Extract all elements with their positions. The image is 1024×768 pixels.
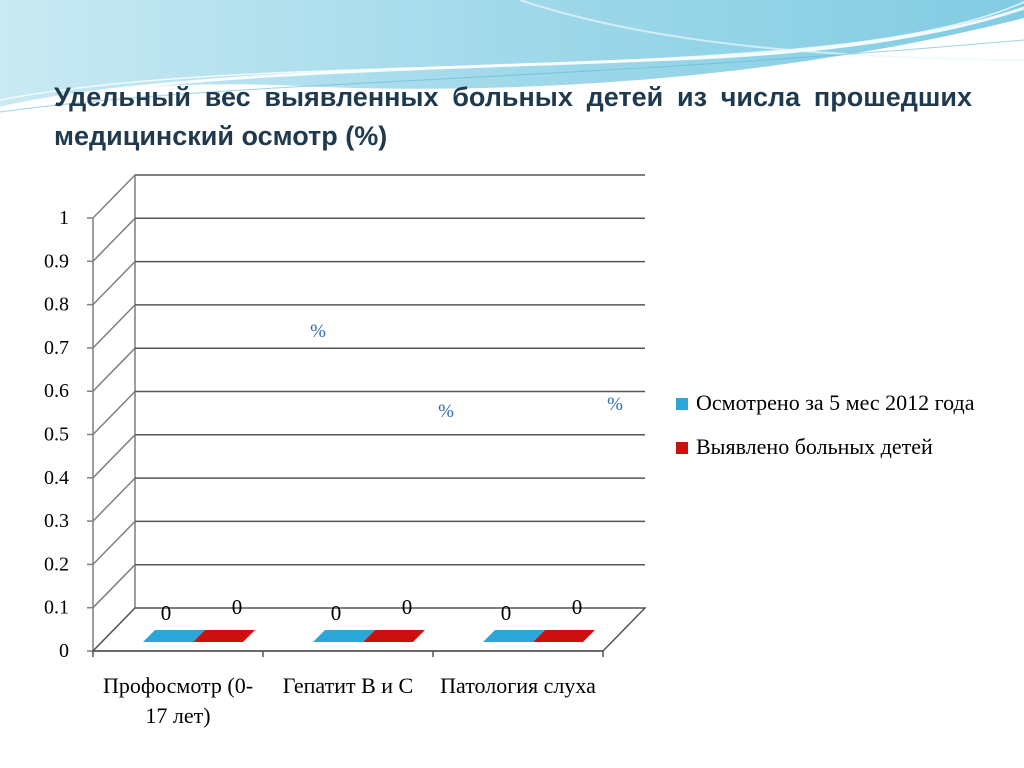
bar-0-2 bbox=[483, 630, 545, 642]
y-tick-label: 0.3 bbox=[44, 510, 69, 532]
data-label-1-1: 0 bbox=[402, 595, 413, 619]
gridline-depth bbox=[92, 217, 136, 262]
percent-annotation-2: % bbox=[607, 394, 623, 415]
legend-label-examined: Осмотрено за 5 мес 2012 года bbox=[696, 390, 975, 415]
decorative-banner bbox=[0, 0, 1024, 113]
gridline-depth bbox=[92, 347, 136, 392]
gridline-depth bbox=[92, 477, 136, 522]
chart-floor bbox=[91, 607, 647, 652]
bar-0-0 bbox=[143, 630, 205, 642]
y-tick-label: 0.6 bbox=[44, 380, 69, 402]
gridline-depth bbox=[92, 261, 136, 306]
data-label-0-0: 0 bbox=[161, 601, 172, 625]
y-axis-tick-labels: 0 0.1 0.2 0.3 0.4 0.5 0.6 0.7 0.8 0.9 1 bbox=[44, 207, 69, 662]
legend-swatch-examined bbox=[676, 398, 688, 410]
bar-1-0 bbox=[193, 630, 255, 642]
data-label-1-0: 0 bbox=[232, 595, 243, 619]
percent-annotation-0: % bbox=[310, 321, 326, 342]
gridline-depth bbox=[92, 564, 136, 609]
bar-1-2 bbox=[533, 630, 595, 642]
chart-bars bbox=[143, 630, 595, 642]
chart-gridlines bbox=[87, 174, 647, 657]
data-labels: 0 0 0 0 0 0 bbox=[161, 595, 583, 625]
category-label-2: Патология слуха bbox=[440, 673, 596, 698]
legend-item-detected: Выявлено больных детей bbox=[672, 432, 1002, 462]
category-label-1: Гепатит В и С bbox=[282, 673, 414, 698]
data-label-0-2: 0 bbox=[501, 601, 512, 625]
y-tick-label: 0.7 bbox=[44, 337, 69, 359]
gridline-depth bbox=[92, 390, 136, 436]
chart-legend: Осмотрено за 5 мес 2012 года Выявлено бо… bbox=[672, 388, 1002, 476]
y-tick-label: 0.4 bbox=[44, 467, 69, 489]
bar-1-1 bbox=[363, 630, 425, 642]
legend-label-detected: Выявлено больных детей bbox=[696, 434, 933, 459]
y-tick-label: 0.5 bbox=[44, 424, 69, 446]
y-tick-label: 0.2 bbox=[44, 553, 69, 575]
percent-annotations: %%% bbox=[310, 321, 623, 422]
legend-swatch-detected bbox=[676, 442, 688, 454]
gridline-depth bbox=[92, 304, 136, 349]
percent-annotation-1: % bbox=[438, 401, 454, 422]
gridline-depth bbox=[92, 174, 136, 219]
bar-0-1 bbox=[313, 630, 375, 642]
category-label-0: Профосмотр (0-17 лет) bbox=[102, 673, 254, 728]
data-label-1-2: 0 bbox=[572, 595, 583, 619]
y-tick-label: 0.1 bbox=[44, 597, 69, 619]
slide-title: Удельный вес выявленных больных детей из… bbox=[54, 82, 972, 151]
legend-item-examined: Осмотрено за 5 мес 2012 года bbox=[672, 388, 1002, 418]
gridline-depth bbox=[92, 520, 136, 565]
y-tick-label: 0.9 bbox=[44, 250, 69, 272]
y-tick-label: 0.8 bbox=[44, 294, 69, 316]
y-tick-label: 1 bbox=[59, 207, 69, 229]
y-tick-label: 0 bbox=[59, 640, 69, 662]
gridline-depth bbox=[92, 434, 136, 479]
data-label-0-1: 0 bbox=[331, 601, 342, 625]
